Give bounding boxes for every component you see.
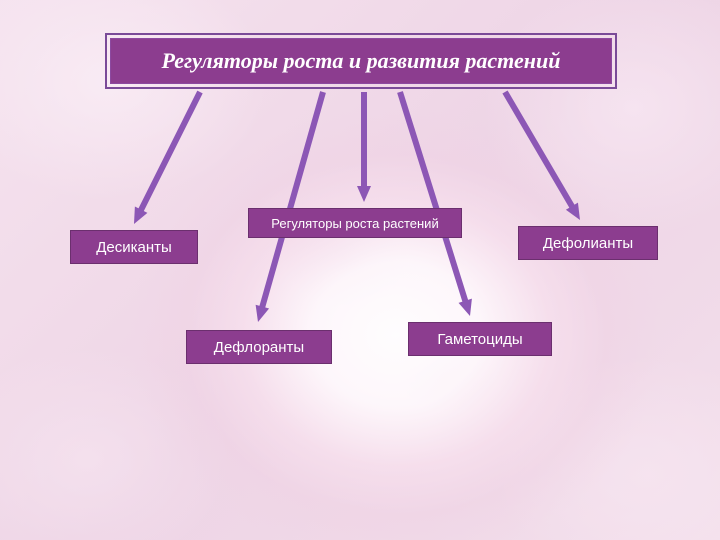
node-label: Дефолианты: [543, 235, 633, 252]
node-label: Дефлоранты: [214, 339, 304, 356]
node-regulyatory: Регуляторы роста растений: [248, 208, 462, 238]
node-defloranty: Дефлоранты: [186, 330, 332, 364]
arrow-head-3: [459, 299, 472, 316]
arrow-head-4: [566, 203, 580, 220]
arrow-head-2: [357, 186, 371, 202]
arrow-shaft-0: [138, 92, 200, 215]
node-label: Гаметоциды: [437, 331, 522, 348]
node-gametocidy: Гаметоциды: [408, 322, 552, 356]
node-label: Регуляторы роста растений: [271, 216, 438, 231]
arrow-shaft-3: [400, 92, 467, 307]
arrow-shaft-4: [505, 92, 575, 212]
arrow-head-0: [134, 207, 147, 224]
title-box: Регуляторы роста и развития растений: [110, 38, 612, 84]
node-desikanty: Десиканты: [70, 230, 198, 264]
node-label: Десиканты: [96, 239, 172, 256]
node-defolianty: Дефолианты: [518, 226, 658, 260]
arrow-head-1: [256, 305, 269, 322]
title-text: Регуляторы роста и развития растений: [162, 48, 561, 74]
arrow-shaft-1: [261, 92, 323, 313]
